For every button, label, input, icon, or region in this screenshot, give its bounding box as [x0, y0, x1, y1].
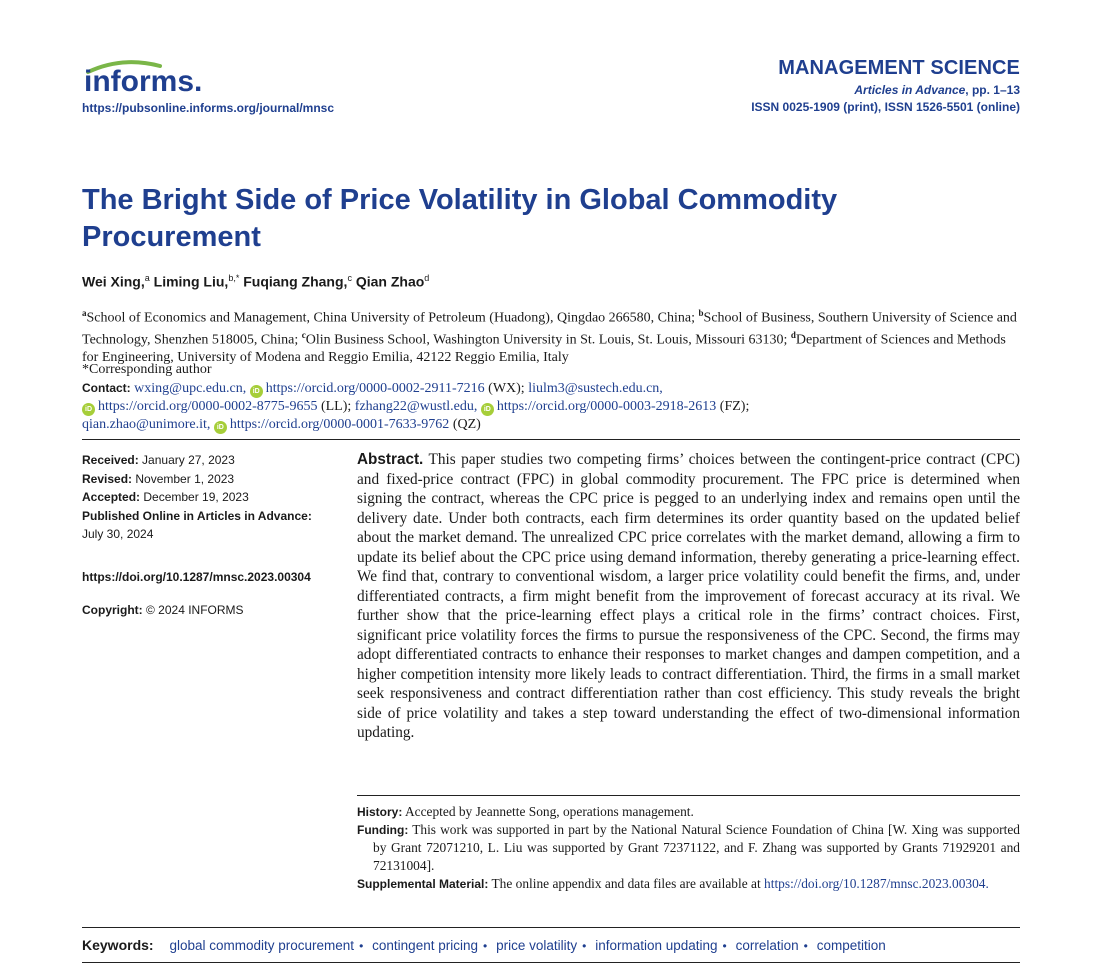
published-date: July 30, 2024	[82, 527, 154, 541]
abstract-label: Abstract.	[357, 451, 424, 468]
funding-label: Funding:	[357, 823, 409, 837]
divider-top	[82, 439, 1020, 440]
orcid-link[interactable]: https://orcid.org/0000-0002-2911-7216	[265, 381, 485, 396]
journal-info: MANAGEMENT SCIENCE Articles in Advance, …	[751, 57, 1020, 114]
contact-label: Contact:	[82, 381, 131, 395]
doi-link[interactable]: https://doi.org/10.1287/mnsc.2023.00304	[82, 570, 311, 584]
contact-block: Contact: wxing@upc.edu.cn, iD https://orc…	[82, 380, 1022, 434]
keyword-link[interactable]: price volatility	[496, 938, 578, 953]
revised-date: November 1, 2023	[135, 471, 235, 486]
orcid-link[interactable]: https://orcid.org/0000-0003-2918-2613	[496, 399, 717, 414]
article-title: The Bright Side of Price Volatility in G…	[82, 184, 838, 253]
abstract-text: This paper studies two competing firms’ …	[357, 451, 1020, 741]
orcid-icon: iD	[480, 403, 494, 416]
keywords-row: Keywords: global commodity procurement • …	[82, 937, 886, 953]
author-name: Wei Xing,	[82, 273, 145, 290]
keyword-separator: •	[803, 939, 808, 953]
keyword-link[interactable]: information updating	[595, 938, 718, 953]
orcid-link[interactable]: https://orcid.org/0000-0002-8775-9655	[98, 399, 318, 414]
affiliation-b: School of Business, Southern University …	[82, 310, 1017, 348]
supplemental-text: The online appendix and data files are a…	[491, 876, 761, 891]
author-tag: (QZ)	[449, 417, 481, 432]
author-name: Liming Liu,	[153, 273, 229, 290]
email-link[interactable]: fzhang22@wustl.edu,	[354, 399, 478, 414]
divider-keywords-top	[82, 927, 1020, 928]
revised-label: Revised:	[82, 471, 133, 486]
journal-issn: ISSN 0025-1909 (print), ISSN 1526-5501 (…	[751, 100, 1020, 114]
keyword-link[interactable]: competition	[816, 938, 886, 953]
supplemental-link[interactable]: https://doi.org/10.1287/mnsc.2023.00304.	[764, 876, 989, 891]
keyword-link[interactable]: correlation	[735, 938, 799, 953]
history-label: History:	[357, 805, 403, 819]
abstract: Abstract. This paper studies two competi…	[357, 450, 1020, 743]
copyright-text: © 2024 INFORMS	[146, 603, 244, 617]
affiliation-d: Department of Sciences and Methods for E…	[82, 332, 1006, 366]
pages-rest: , pp. 1–13	[965, 83, 1020, 97]
funding-text: This work was supported in part by the N…	[373, 822, 1020, 873]
accepted-date: December 19, 2023	[143, 490, 249, 504]
keyword-separator: •	[359, 939, 364, 953]
author-tag: (FZ);	[716, 399, 750, 414]
pages-italic: Articles in Advance	[854, 83, 966, 97]
received-label: Received:	[82, 453, 139, 467]
affiliation-c: Olin Business School, Washington Univers…	[305, 332, 788, 348]
affiliation-a: School of Economics and Management, Chin…	[86, 310, 696, 326]
keywords-label: Keywords:	[82, 937, 154, 953]
orcid-icon: iD	[249, 385, 263, 398]
author-affil-mark: c	[347, 273, 352, 283]
journal-url-link[interactable]: https://pubsonline.informs.org/journal/m…	[82, 101, 335, 115]
copyright: Copyright: © 2024 INFORMS	[82, 603, 244, 617]
history-text: Accepted by Jeannette Song, operations m…	[404, 804, 694, 819]
keyword-separator: •	[482, 939, 488, 953]
author-list: Wei Xing,a Liming Liu,b,* Fuqiang Zhang,…	[82, 273, 429, 290]
author-name: Qian Zhao	[355, 273, 425, 290]
author-affil-mark: d	[424, 273, 430, 283]
author-name: Fuqiang Zhang,	[243, 273, 348, 290]
journal-pages: Articles in Advance, pp. 1–13	[751, 83, 1020, 97]
divider-abstract	[357, 795, 1020, 796]
divider-bottom	[82, 962, 1020, 963]
supplemental-label: Supplemental Material:	[357, 877, 489, 891]
informs-logo: informs.	[84, 60, 202, 98]
article-history-meta: Received: January 27, 2023 Revised: Nove…	[82, 451, 332, 544]
orcid-icon: iD	[213, 421, 227, 434]
email-link[interactable]: qian.zhao@unimore.it,	[82, 417, 211, 432]
copyright-label: Copyright:	[82, 603, 143, 617]
author-affil-mark: a	[144, 273, 150, 283]
keyword-link[interactable]: global commodity procurement	[169, 938, 355, 953]
history-block: History: Accepted by Jeannette Song, ope…	[357, 803, 1020, 893]
orcid-icon: iD	[82, 403, 95, 416]
email-link[interactable]: liulm3@sustech.edu.cn,	[528, 381, 663, 396]
author-tag: (LL);	[317, 399, 352, 414]
keyword-link[interactable]: contingent pricing	[372, 938, 478, 953]
accepted-label: Accepted:	[82, 490, 141, 504]
affiliations: aSchool of Economics and Management, Chi…	[82, 308, 1017, 366]
orcid-link[interactable]: https://orcid.org/0000-0001-7633-9762	[229, 417, 450, 432]
logo-wordmark: informs.	[84, 65, 202, 98]
corresponding-author-note: *Corresponding author	[82, 362, 212, 377]
email-link[interactable]: wxing@upc.edu.cn,	[134, 381, 247, 396]
received-date: January 27, 2023	[142, 453, 235, 467]
keyword-separator: •	[722, 939, 727, 953]
published-label: Published Online in Articles in Advance:	[82, 508, 312, 523]
journal-name: MANAGEMENT SCIENCE	[778, 57, 1020, 79]
author-tag: (WX);	[484, 381, 525, 396]
keyword-separator: •	[582, 939, 587, 953]
author-affil-mark: b,*	[228, 273, 240, 283]
